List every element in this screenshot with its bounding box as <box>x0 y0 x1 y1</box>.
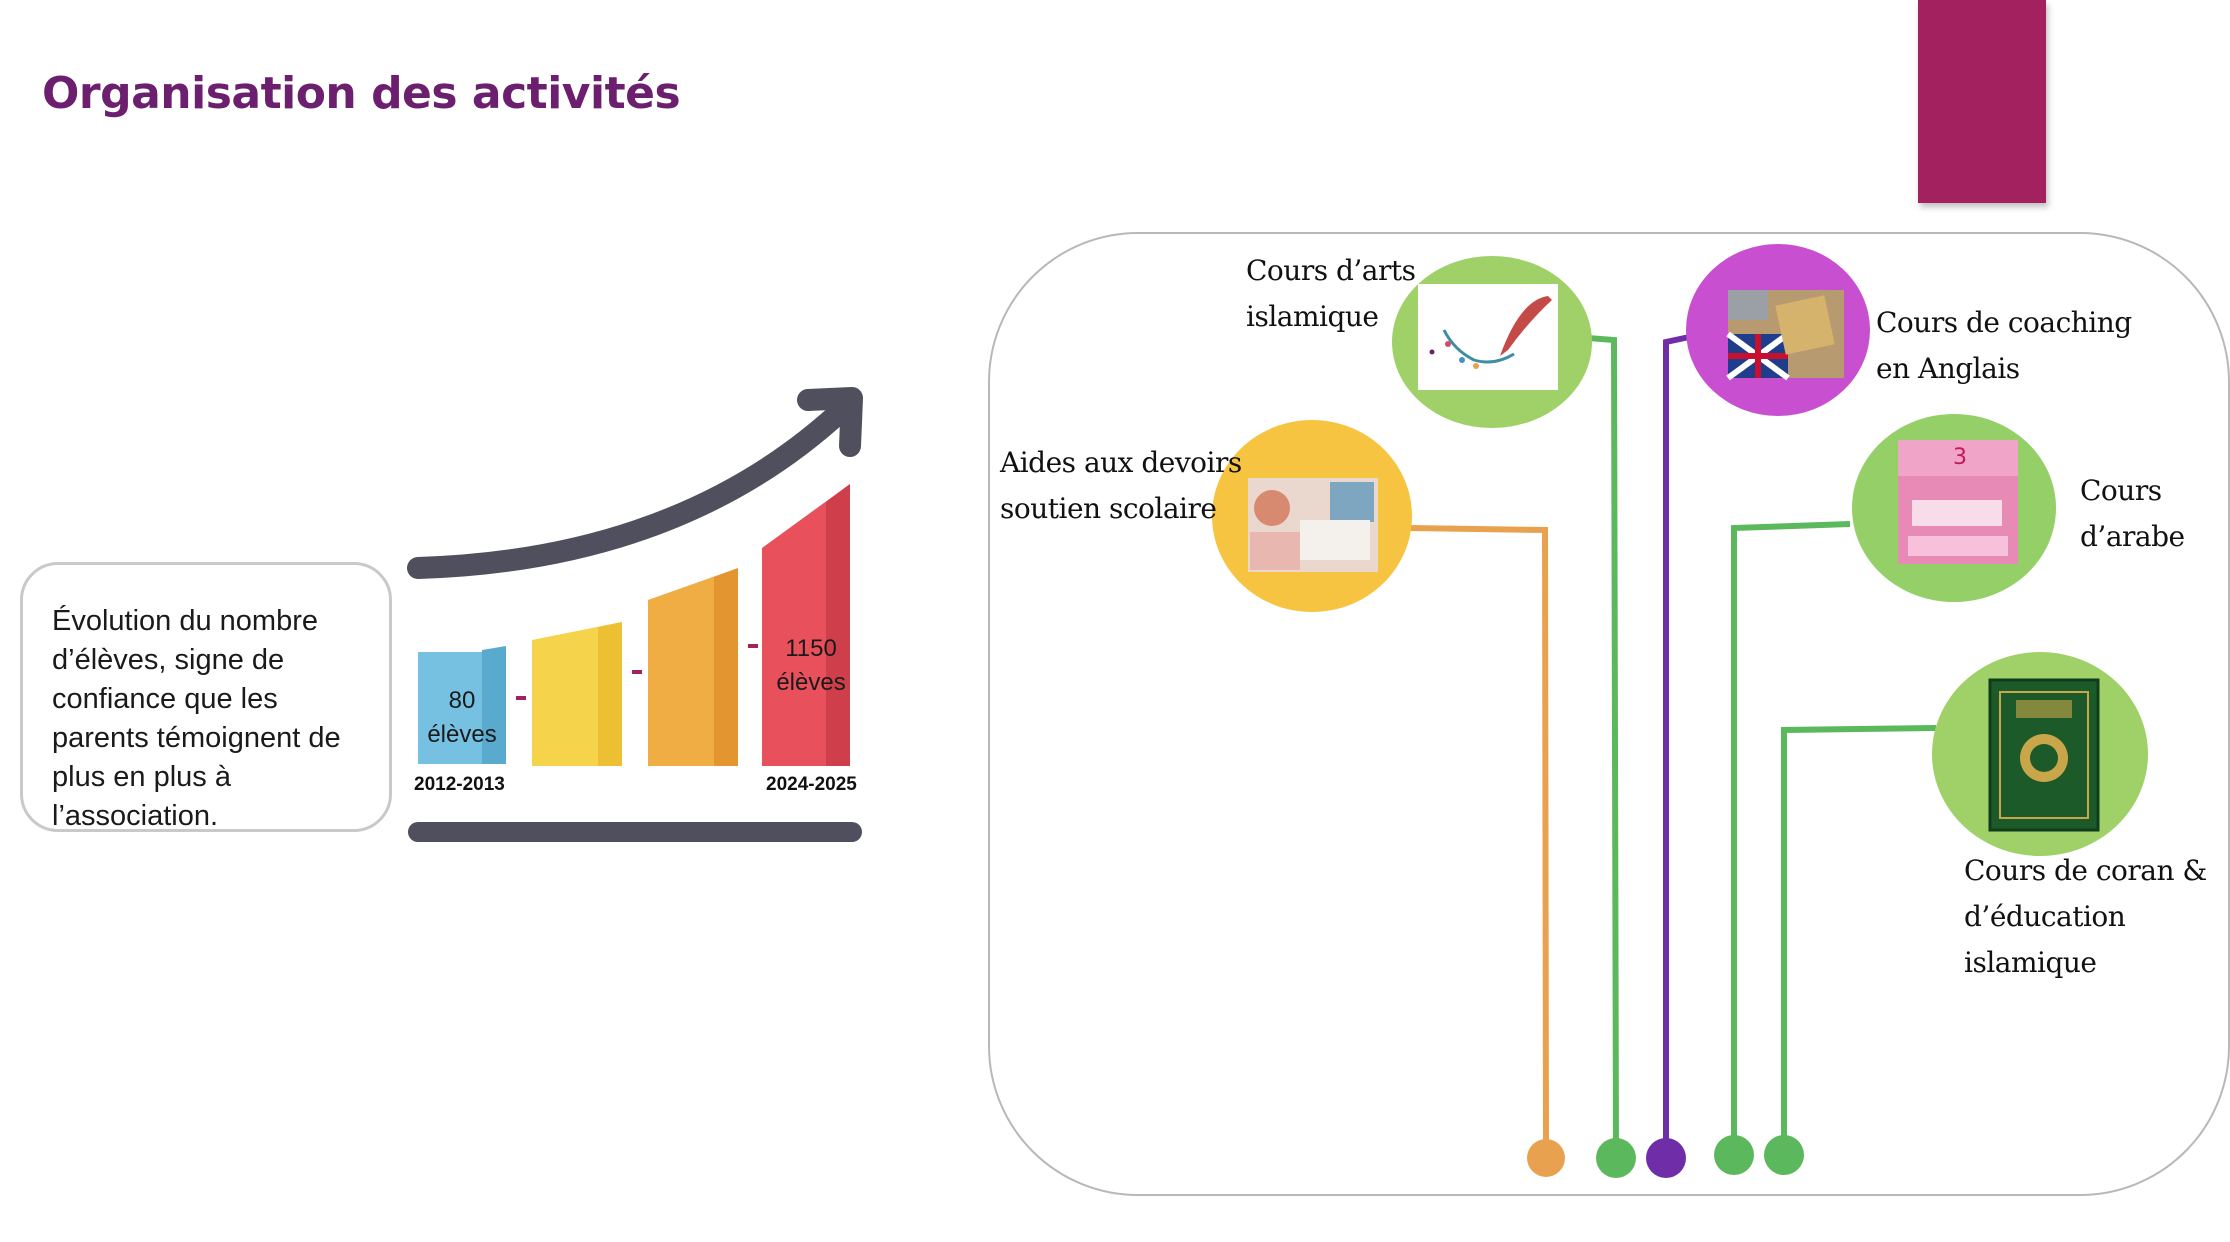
arabic-book-icon: 3 <box>1898 440 2018 564</box>
dot-coran <box>1764 1135 1804 1175</box>
label-coran-line1: Cours de coran & <box>1964 854 2207 887</box>
bar-2 <box>532 622 622 766</box>
uk-flag-books-icon <box>1726 290 1844 381</box>
activities-panel <box>988 232 2230 1196</box>
label-devoirs-line1: Aides aux devoirs <box>1000 446 1242 479</box>
label-anglais-line2: en Anglais <box>1876 352 2020 385</box>
accent-bar <box>1918 0 2046 203</box>
first-count: 80 <box>448 687 476 714</box>
quran-book-icon <box>1988 678 2100 832</box>
last-unit: élèves <box>776 669 846 696</box>
dot-anglais <box>1646 1138 1686 1178</box>
label-arts: Cours d’arts islamique <box>1246 248 1416 340</box>
label-arts-line2: islamique <box>1246 300 1379 333</box>
evolution-description: Évolution du nombre d’élèves, signe de c… <box>52 605 341 832</box>
bar-2012-2013 <box>418 646 506 764</box>
label-anglais: Cours de coaching en Anglais <box>1876 300 2132 392</box>
page-title: Organisation des activités <box>42 68 681 119</box>
bar-2024-2025 <box>762 484 850 766</box>
label-arabe-line2: d’arabe <box>2080 520 2185 553</box>
svg-text:3: 3 <box>1953 445 1967 470</box>
label-anglais-line1: Cours de coaching <box>1876 306 2132 339</box>
connector-anglais <box>1663 333 1695 1156</box>
connector-arabe <box>1731 521 1851 1154</box>
homework-photo-icon <box>1248 478 1378 572</box>
last-count: 1150 <box>785 635 837 662</box>
bar-3 <box>648 568 738 766</box>
connector-devoirs <box>1409 525 1549 1157</box>
label-coran: Cours de coran & d’éducation islamique <box>1964 848 2230 986</box>
label-devoirs-line2: soutien scolaire <box>1000 492 1217 525</box>
connector-arts <box>1587 335 1619 1157</box>
dot-devoirs <box>1527 1139 1565 1177</box>
calligraphy-feather-icon <box>1418 284 1558 390</box>
bar-label-last: 1150 élèves <box>762 632 860 700</box>
label-devoirs: Aides aux devoirs soutien scolaire <box>1000 440 1242 532</box>
label-arabe: Cours d’arabe <box>2080 468 2185 560</box>
dot-arabe <box>1714 1135 1754 1175</box>
label-arts-line1: Cours d’arts <box>1246 254 1416 287</box>
end-year: 2024-2025 <box>766 774 857 795</box>
label-arabe-line1: Cours <box>2080 474 2162 507</box>
connector-coran <box>1781 725 1937 1154</box>
trend-arrow-head <box>797 387 863 457</box>
dot-arts <box>1596 1138 1636 1178</box>
label-coran-line2: d’éducation islamique <box>1964 900 2126 979</box>
first-unit: élèves <box>427 721 497 748</box>
evolution-callout <box>20 562 392 832</box>
bar-label-first: 80 élèves <box>418 684 506 752</box>
trend-arrow <box>407 399 853 579</box>
start-year: 2012-2013 <box>414 774 505 795</box>
